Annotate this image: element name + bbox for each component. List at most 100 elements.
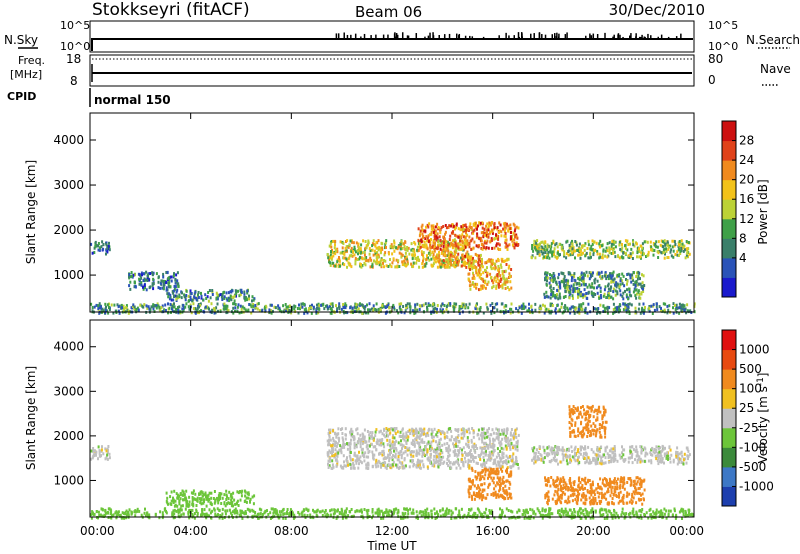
data-cell (409, 452, 412, 456)
data-cell (583, 293, 586, 297)
data-cell (368, 433, 371, 437)
data-cell (479, 433, 482, 437)
data-cell (486, 428, 489, 432)
data-cell (586, 285, 589, 289)
data-cell (401, 464, 404, 468)
data-cell (455, 452, 458, 456)
data-cell (517, 309, 520, 312)
data-cell (331, 451, 334, 455)
data-cell (584, 308, 587, 312)
data-cell (579, 250, 582, 254)
data-cell (492, 450, 495, 454)
data-cell (475, 266, 478, 270)
data-cell (467, 277, 470, 281)
data-cell (435, 238, 438, 242)
power-colorbar-title: Power [dB] (756, 179, 770, 244)
data-cell (416, 461, 419, 465)
data-cell (619, 289, 622, 293)
data-cell (228, 299, 231, 303)
data-cell (369, 308, 372, 312)
data-cell (169, 275, 171, 279)
data-cell (676, 451, 679, 454)
data-cell (353, 253, 356, 257)
data-cell (524, 305, 527, 309)
data-cell (499, 443, 502, 447)
data-cell (443, 442, 446, 446)
data-cell (418, 437, 421, 441)
data-cell (589, 252, 592, 256)
data-cell (502, 274, 505, 278)
data-cell (383, 433, 385, 437)
data-cell (328, 449, 331, 453)
data-cell (130, 271, 133, 274)
data-cell (397, 441, 400, 445)
data-cell (571, 276, 574, 280)
data-cell (482, 469, 484, 473)
data-cell (622, 251, 625, 255)
nsky-tick-top: 10^5 (60, 19, 90, 32)
data-cell (501, 480, 504, 484)
data-cell (642, 290, 645, 293)
data-cell (404, 435, 406, 439)
data-cell (334, 432, 337, 436)
data-cell (636, 277, 639, 281)
data-cell (667, 256, 670, 259)
data-cell (483, 231, 486, 235)
data-cell (686, 454, 689, 458)
data-cell (476, 492, 479, 496)
data-cell (421, 232, 424, 236)
data-cell (228, 490, 231, 494)
data-cell (536, 245, 539, 249)
data-cell (564, 295, 567, 298)
data-cell (357, 466, 360, 470)
data-cell (551, 254, 554, 258)
data-cell (565, 278, 568, 282)
data-cell (473, 442, 476, 446)
data-cell (331, 250, 334, 254)
data-cell (244, 490, 247, 494)
data-cell (480, 452, 483, 456)
y-tick-label: 2000 (53, 223, 84, 237)
data-cell (136, 306, 139, 310)
data-cell (461, 260, 464, 264)
data-cell (140, 281, 143, 285)
data-cell (646, 240, 649, 244)
data-cell (175, 290, 178, 294)
data-cell (565, 252, 568, 256)
data-cell (462, 228, 465, 232)
data-cell (213, 490, 216, 493)
data-cell (467, 458, 470, 462)
data-cell (476, 253, 479, 257)
data-cell (432, 239, 435, 243)
data-cell (621, 295, 624, 298)
data-cell (578, 278, 581, 282)
data-cell (511, 243, 514, 247)
data-cell (484, 441, 487, 445)
data-cell (234, 502, 237, 506)
data-cell (271, 309, 274, 313)
data-cell (191, 496, 194, 499)
data-cell (432, 253, 435, 256)
data-cell (174, 285, 177, 289)
data-cell (593, 307, 596, 311)
data-cell (582, 279, 585, 283)
data-cell (632, 240, 635, 244)
data-cell (642, 302, 645, 306)
data-cell (184, 496, 187, 500)
data-cell (434, 229, 437, 233)
data-cell (606, 255, 609, 259)
data-cell (509, 495, 511, 499)
data-cell (632, 290, 635, 294)
data-cell (383, 253, 386, 257)
data-cell (505, 454, 508, 458)
data-cell (664, 252, 666, 256)
date-label: 30/Dec/2010 (609, 1, 705, 19)
data-cell (517, 466, 520, 470)
data-cell (374, 434, 377, 438)
data-cell (447, 243, 450, 247)
data-cell (391, 440, 394, 444)
data-cell (329, 305, 331, 308)
data-cell (475, 271, 478, 275)
data-cell (477, 471, 480, 475)
data-cell (590, 255, 592, 259)
